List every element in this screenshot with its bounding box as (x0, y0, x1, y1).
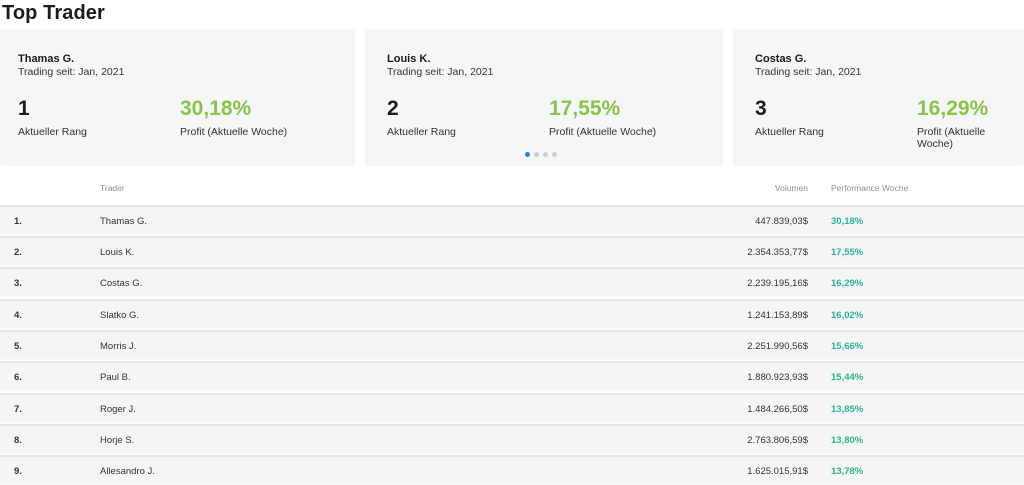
trader-card[interactable]: Costas G. Trading seit: Jan, 2021 3 Aktu… (733, 29, 1024, 166)
row-volume: 1.241.153,89$ (747, 310, 808, 321)
trader-card-rank-label: Aktueller Rang (387, 126, 456, 138)
trader-card-rank-label: Aktueller Rang (18, 126, 87, 138)
trader-card-name: Costas G. (755, 53, 807, 65)
row-rank: 9. (14, 466, 22, 477)
row-performance: 15,44% (831, 372, 864, 383)
row-trader: Allesandro J. (100, 466, 155, 477)
carousel-dot[interactable] (525, 152, 530, 157)
row-performance: 30,18% (831, 216, 864, 227)
row-volume: 1.625.015,91$ (747, 466, 808, 477)
column-header-trader: Trader (100, 183, 125, 193)
table-header: Trader Volumen Performance Woche (0, 180, 1024, 196)
column-header-volume: Volumen (774, 183, 808, 193)
table-row[interactable]: 6. Paul B. 1.880.923,93$ 15,44% (0, 361, 1024, 389)
row-performance: 16,02% (831, 310, 864, 321)
carousel-dot[interactable] (534, 152, 539, 157)
row-rank: 2. (14, 247, 22, 258)
row-performance: 13,85% (831, 404, 864, 415)
trader-card-since: Trading seit: Jan, 2021 (755, 66, 862, 78)
row-rank: 1. (14, 216, 22, 227)
row-trader: Slatko G. (100, 310, 140, 321)
row-rank: 6. (14, 372, 22, 383)
trader-card-since: Trading seit: Jan, 2021 (387, 66, 494, 78)
table-row[interactable]: 1. Thamas G. 447.839,03$ 30,18% (0, 205, 1024, 233)
row-trader: Costas G. (100, 278, 143, 289)
trader-card-profit: 30,18% (180, 97, 252, 120)
trader-card-rank: 1 (18, 97, 30, 120)
trader-card-name: Thamas G. (18, 53, 75, 65)
carousel-dot[interactable] (543, 152, 548, 157)
trader-card-profit: 17,55% (549, 97, 621, 120)
row-performance: 16,29% (831, 278, 864, 289)
table-row[interactable]: 3. Costas G. 2.239.195,16$ 16,29% (0, 267, 1024, 295)
table-row[interactable]: 5. Morris J. 2.251.990,56$ 15,66% (0, 330, 1024, 358)
column-header-performance: Performance Woche (831, 183, 909, 193)
trader-card-profit: 16,29% (917, 97, 989, 120)
table-row[interactable]: 2. Louis K. 2.354.353,77$ 17,55% (0, 236, 1024, 264)
row-rank: 5. (14, 341, 22, 352)
row-trader: Thamas G. (100, 216, 147, 227)
row-volume: 2.763.806,59$ (747, 435, 808, 446)
trader-card-rank-label: Aktueller Rang (755, 126, 824, 138)
trader-card-name: Louis K. (387, 53, 431, 65)
row-volume: 1.484.266,50$ (747, 404, 808, 415)
row-trader: Roger J. (100, 404, 136, 415)
table-row[interactable]: 9. Allesandro J. 1.625.015,91$ 13,78% (0, 455, 1024, 483)
trader-card-profit-label: Profit (Aktuelle Woche) (917, 126, 986, 150)
row-rank: 8. (14, 435, 22, 446)
table-row[interactable]: 8. Horje S. 2.763.806,59$ 13,80% (0, 424, 1024, 452)
row-volume: 1.880.923,93$ (747, 372, 808, 383)
trader-card-profit-label: Profit (Aktuelle Woche) (180, 126, 288, 138)
carousel-pagination (525, 152, 557, 157)
carousel-dot[interactable] (552, 152, 557, 157)
row-volume: 2.251.990,56$ (747, 341, 808, 352)
trader-card-profit-label: Profit (Aktuelle Woche) (549, 126, 657, 138)
top-trader-carousel[interactable]: Thamas G. Trading seit: Jan, 2021 1 Aktu… (0, 29, 1024, 166)
row-trader: Morris J. (100, 341, 137, 352)
row-performance: 13,78% (831, 466, 864, 477)
row-volume: 447.839,03$ (755, 216, 808, 227)
trader-card-since: Trading seit: Jan, 2021 (18, 66, 125, 78)
trader-card-rank: 3 (755, 97, 767, 120)
row-rank: 7. (14, 404, 22, 415)
row-performance: 13,80% (831, 435, 864, 446)
trader-card-rank: 2 (387, 97, 399, 120)
trader-card[interactable]: Thamas G. Trading seit: Jan, 2021 1 Aktu… (0, 29, 355, 166)
row-volume: 2.354.353,77$ (747, 247, 808, 258)
row-volume: 2.239.195,16$ (747, 278, 808, 289)
row-performance: 17,55% (831, 247, 864, 258)
trader-card[interactable]: Louis K. Trading seit: Jan, 2021 2 Aktue… (365, 29, 723, 166)
row-trader: Horje S. (100, 435, 135, 446)
page-title: Top Trader (2, 2, 105, 24)
row-performance: 15,66% (831, 341, 864, 352)
row-rank: 3. (14, 278, 22, 289)
table-row[interactable]: 7. Roger J. 1.484.266,50$ 13,85% (0, 393, 1024, 421)
table-row[interactable]: 4. Slatko G. 1.241.153,89$ 16,02% (0, 299, 1024, 327)
row-rank: 4. (14, 310, 22, 321)
row-trader: Paul B. (100, 372, 131, 383)
row-trader: Louis K. (100, 247, 135, 258)
